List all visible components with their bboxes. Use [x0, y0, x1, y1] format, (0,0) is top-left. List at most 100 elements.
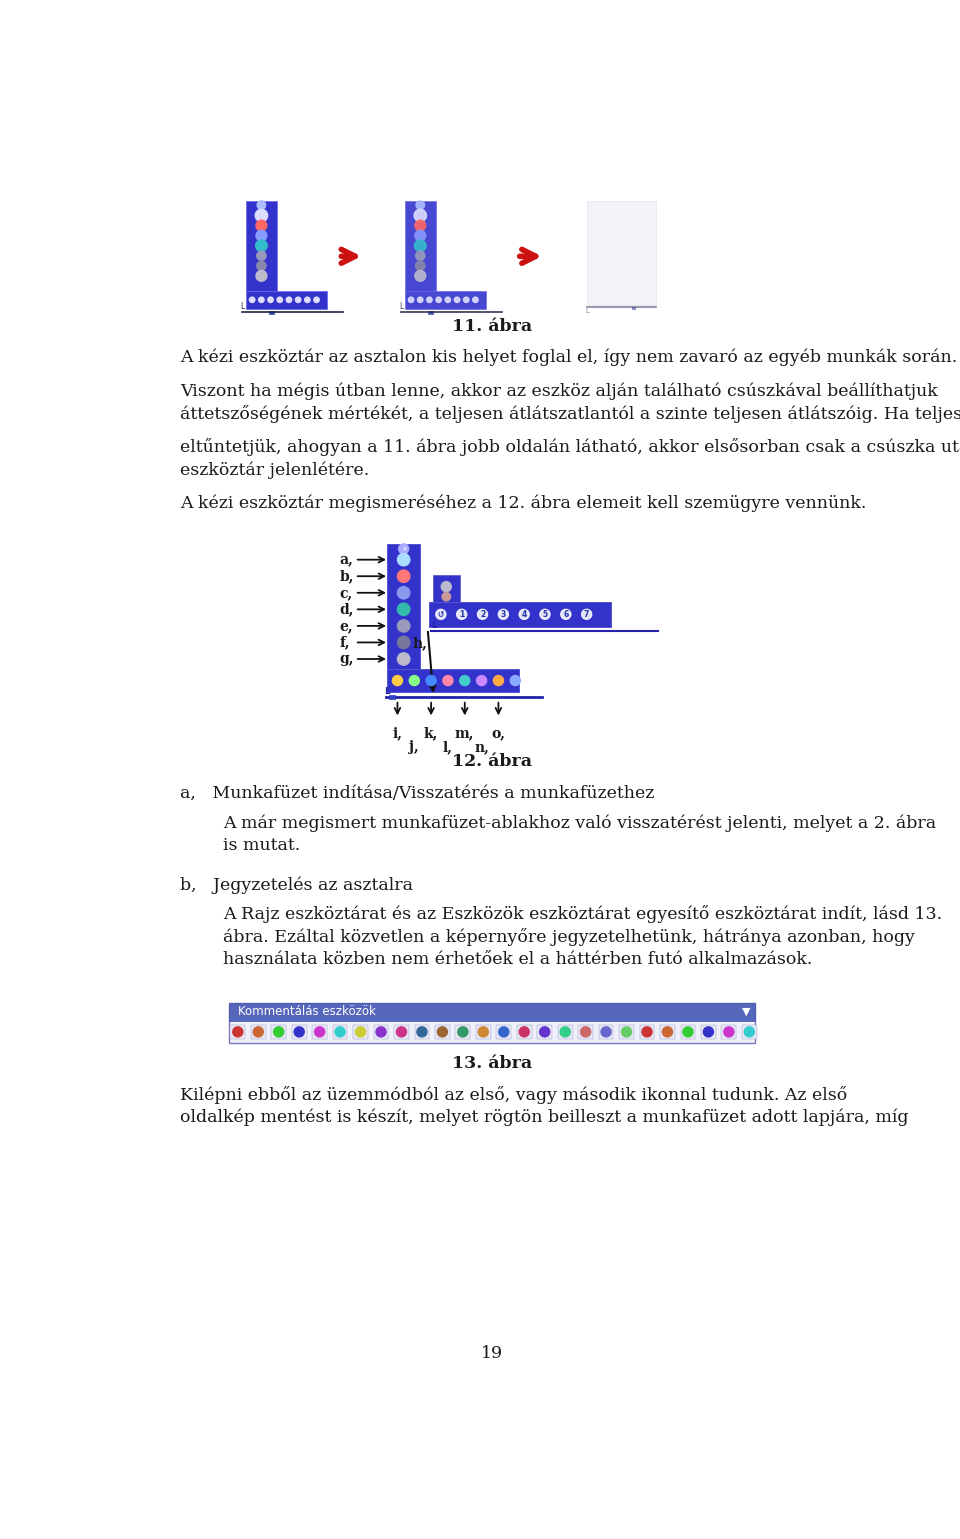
Text: L: L — [384, 686, 390, 696]
Circle shape — [397, 569, 410, 582]
Text: d,: d, — [339, 602, 354, 616]
Text: m,: m, — [455, 726, 474, 740]
Text: L: L — [586, 308, 589, 314]
Circle shape — [744, 1027, 755, 1037]
Text: 2: 2 — [480, 609, 485, 619]
Bar — [435, 1025, 450, 1039]
Circle shape — [416, 202, 424, 209]
Circle shape — [436, 609, 445, 619]
Text: 3: 3 — [501, 609, 506, 619]
Bar — [246, 291, 327, 309]
Circle shape — [540, 1027, 550, 1037]
Circle shape — [442, 593, 450, 600]
Text: 11. ábra: 11. ábra — [452, 319, 532, 336]
Bar — [228, 1003, 756, 1043]
Text: 1: 1 — [459, 609, 465, 619]
Bar — [587, 202, 656, 305]
Bar — [632, 306, 636, 309]
Text: ×: × — [400, 546, 407, 553]
Text: A kézi eszköztár az asztalon kis helyet foglal el, így nem zavaró az egyéb munká: A kézi eszköztár az asztalon kis helyet … — [180, 349, 958, 366]
Bar — [405, 202, 436, 291]
Circle shape — [408, 297, 414, 303]
Bar — [599, 1025, 613, 1039]
Circle shape — [582, 609, 591, 619]
Text: 13. ábra: 13. ábra — [452, 1056, 532, 1073]
Circle shape — [477, 609, 488, 619]
Circle shape — [232, 1027, 243, 1037]
Text: n,: n, — [474, 740, 489, 754]
Text: 19: 19 — [481, 1345, 503, 1362]
Bar — [292, 1025, 306, 1039]
Text: használata közben nem érhetőek el a háttérben futó alkalmazások.: használata közben nem érhetőek el a hátt… — [223, 951, 812, 968]
Text: 5: 5 — [542, 609, 547, 619]
Circle shape — [415, 220, 425, 231]
Circle shape — [499, 1027, 509, 1037]
Circle shape — [335, 1027, 346, 1037]
Text: ▼: ▼ — [741, 1007, 750, 1017]
Text: áttetszőségének mértékét, a teljesen átlátszatlantól a szinte teljesen átlátszói: áttetszőségének mértékét, a teljesen átl… — [180, 405, 960, 423]
Text: c,: c, — [339, 586, 352, 600]
Circle shape — [724, 1027, 733, 1037]
Text: o,: o, — [492, 726, 505, 740]
Bar — [312, 1025, 327, 1039]
Bar — [388, 669, 519, 693]
Circle shape — [414, 209, 426, 222]
Circle shape — [397, 603, 410, 616]
Text: L: L — [431, 620, 437, 629]
Circle shape — [662, 1027, 673, 1037]
Circle shape — [493, 676, 503, 685]
Circle shape — [445, 297, 450, 303]
Bar — [395, 1025, 409, 1039]
Bar — [230, 1025, 245, 1039]
Bar — [405, 291, 486, 309]
Circle shape — [274, 1027, 284, 1037]
Bar — [681, 1025, 695, 1039]
Bar — [578, 1025, 593, 1039]
Circle shape — [415, 271, 425, 282]
Text: L: L — [241, 302, 245, 311]
Bar — [272, 1025, 286, 1039]
Bar — [476, 1025, 491, 1039]
Text: a,: a, — [339, 553, 353, 566]
Circle shape — [398, 543, 409, 554]
Circle shape — [519, 609, 529, 619]
Circle shape — [286, 297, 292, 303]
Circle shape — [601, 1027, 612, 1037]
Circle shape — [397, 554, 410, 566]
Circle shape — [426, 297, 432, 303]
Circle shape — [397, 653, 410, 665]
Circle shape — [704, 1027, 713, 1037]
Text: is mutat.: is mutat. — [223, 837, 300, 854]
Text: l,: l, — [443, 740, 453, 754]
Circle shape — [454, 297, 460, 303]
Bar — [269, 311, 275, 314]
Text: A már megismert munkafüzet-ablakhoz való visszatérést jelenti, melyet a 2. ábra: A már megismert munkafüzet-ablakhoz való… — [223, 814, 936, 831]
Circle shape — [438, 1027, 447, 1037]
Circle shape — [314, 297, 320, 303]
Circle shape — [415, 231, 425, 242]
Circle shape — [540, 609, 550, 619]
Circle shape — [642, 1027, 652, 1037]
Bar — [722, 1025, 736, 1039]
Circle shape — [418, 297, 423, 303]
Circle shape — [315, 1027, 324, 1037]
Circle shape — [257, 202, 266, 209]
Bar — [251, 1025, 266, 1039]
Circle shape — [457, 609, 467, 619]
Text: f,: f, — [339, 636, 349, 649]
Text: 12. ábra: 12. ábra — [452, 753, 532, 770]
Circle shape — [258, 297, 264, 303]
Circle shape — [355, 1027, 366, 1037]
Text: 6: 6 — [564, 609, 568, 619]
Text: ↺: ↺ — [438, 609, 444, 619]
Bar — [660, 1025, 675, 1039]
Text: h,: h, — [412, 637, 427, 651]
Circle shape — [294, 1027, 304, 1037]
Circle shape — [304, 297, 310, 303]
Circle shape — [426, 676, 436, 685]
Text: Kommentálás eszközök: Kommentálás eszközök — [238, 1005, 375, 1019]
Bar — [455, 1025, 470, 1039]
Circle shape — [442, 582, 451, 591]
Circle shape — [250, 297, 254, 303]
Circle shape — [397, 620, 410, 633]
